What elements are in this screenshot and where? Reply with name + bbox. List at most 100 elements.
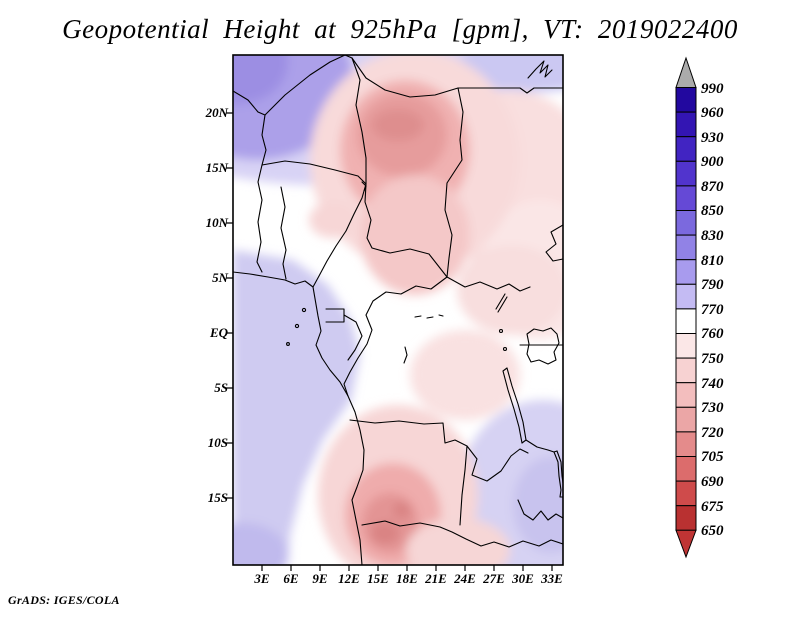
lon-label: 6E <box>283 571 299 586</box>
map-frame <box>232 54 564 566</box>
island-sao-tome <box>294 323 300 329</box>
colorbar-label: 930 <box>701 130 724 146</box>
border-niger-chad <box>351 57 367 185</box>
colorbar-label: 675 <box>701 499 724 515</box>
lat-ticks <box>226 112 233 499</box>
lake-chad <box>361 181 367 192</box>
colorbar-segment <box>675 87 697 113</box>
colorbar-label: 650 <box>701 523 724 539</box>
colorbar-segment <box>675 456 697 482</box>
field-atlantic-lavender <box>233 250 360 565</box>
lon-label: 24E <box>453 571 476 586</box>
field-angola-dark2 <box>393 502 411 518</box>
island-annobon <box>286 342 290 346</box>
nile-river <box>527 60 553 79</box>
field-nw-purple-core <box>233 55 288 104</box>
colorbar-overflow-bottom <box>675 529 697 559</box>
colorbar-label: 690 <box>701 474 724 490</box>
country-borders <box>233 55 563 565</box>
border-car-drc-congo <box>343 276 448 397</box>
lon-ticks <box>261 565 553 571</box>
colorbar-segment <box>675 160 697 187</box>
lake-victoria <box>526 327 560 365</box>
border-zambia-tanzania <box>525 439 555 453</box>
border-angola-namibia-zambezi <box>361 520 563 548</box>
colorbar-segment <box>675 111 697 138</box>
colorbar-label: 740 <box>701 376 724 392</box>
island-principe <box>301 307 307 313</box>
field-angola-east-pink <box>406 518 510 565</box>
lat-label: EQ <box>209 325 229 340</box>
field-chad-dark <box>372 109 424 141</box>
lon-label: 3E <box>253 571 270 586</box>
colorbar-segment <box>675 431 697 457</box>
colorbar-segment <box>675 283 697 310</box>
colorbar-label: 770 <box>701 302 724 318</box>
congo-lakes-marks <box>403 314 444 364</box>
lon-label: 21E <box>424 571 447 586</box>
border-southsudan-drc-uganda <box>446 276 531 292</box>
colorbar-segment <box>675 357 697 384</box>
border-chad-sudan <box>444 87 464 278</box>
lake-tanganyika <box>502 367 527 444</box>
lat-label: 15N <box>206 160 229 175</box>
lon-label: 15E <box>367 571 389 586</box>
colorbar-labels: 990 960 930 900 870 850 830 810 790 770 … <box>701 81 724 539</box>
colorbar-segment <box>675 406 697 433</box>
coastline-west-africa <box>233 271 365 565</box>
lake-kivu <box>502 346 508 352</box>
lon-label: 18E <box>396 571 418 586</box>
lat-label: 15S <box>208 490 228 505</box>
lat-axis: 20N 15N 10N 5N EQ 5S 10S 15S <box>205 105 229 505</box>
colorbar-overflow-top <box>675 56 697 88</box>
border-sudan-east-edge <box>545 224 563 262</box>
lon-label: 27E <box>482 571 505 586</box>
colorbar-label: 750 <box>701 351 724 367</box>
colorbar-segment <box>675 333 697 359</box>
lat-label: 10S <box>208 435 228 450</box>
colorbar-label: 760 <box>701 326 724 342</box>
colorbar-segment <box>675 505 697 531</box>
lat-label: 5S <box>214 380 228 395</box>
colorbar-segment <box>675 234 697 261</box>
colorbar-segment <box>675 480 697 507</box>
colorbar-segment <box>675 136 697 162</box>
border-nigeria-cameroon <box>312 183 367 288</box>
colorbar-segment <box>675 210 697 236</box>
colorbar-segment <box>675 382 697 408</box>
lat-label: 20N <box>205 105 229 120</box>
colorbar-label: 990 <box>701 81 724 97</box>
border-chad-car <box>364 183 448 278</box>
field-mideast-pink <box>410 330 520 420</box>
colorbar-label: 900 <box>701 154 724 170</box>
lat-label: 5N <box>212 270 229 285</box>
lat-label: 10N <box>206 215 229 230</box>
lake-edward <box>498 328 504 334</box>
field-uganda-pink <box>457 245 563 335</box>
border-zambia-malawi <box>517 499 563 521</box>
border-libya-egypt-sudan <box>344 55 563 98</box>
border-gabon-congo <box>343 314 363 361</box>
lon-label: 9E <box>312 571 328 586</box>
colorbar-label: 870 <box>701 179 724 195</box>
border-benin-nigeria <box>280 186 287 280</box>
lon-label: 30E <box>511 571 534 586</box>
colorbar-segment <box>675 308 697 334</box>
colorbar-segment <box>675 185 697 211</box>
lake-albert <box>495 293 508 313</box>
colorbar-label: 830 <box>701 228 724 244</box>
colorbar-label: 850 <box>701 203 724 219</box>
border-niger-algeria <box>233 55 346 116</box>
field-sw-lavender <box>233 523 288 565</box>
border-niger-benin <box>256 114 267 273</box>
colorbar-segment <box>675 259 697 285</box>
colorbar-label: 730 <box>701 400 724 416</box>
border-niger-nigeria <box>261 160 367 185</box>
colorbar: 990 960 930 900 870 850 830 810 790 770 … <box>675 56 724 559</box>
grads-credit: GrADS: IGES/COLA <box>8 593 120 607</box>
lon-label: 33E <box>540 571 563 586</box>
lon-label: 12E <box>338 571 360 586</box>
border-angola-east <box>459 445 468 526</box>
field-angola-dark <box>371 522 399 544</box>
